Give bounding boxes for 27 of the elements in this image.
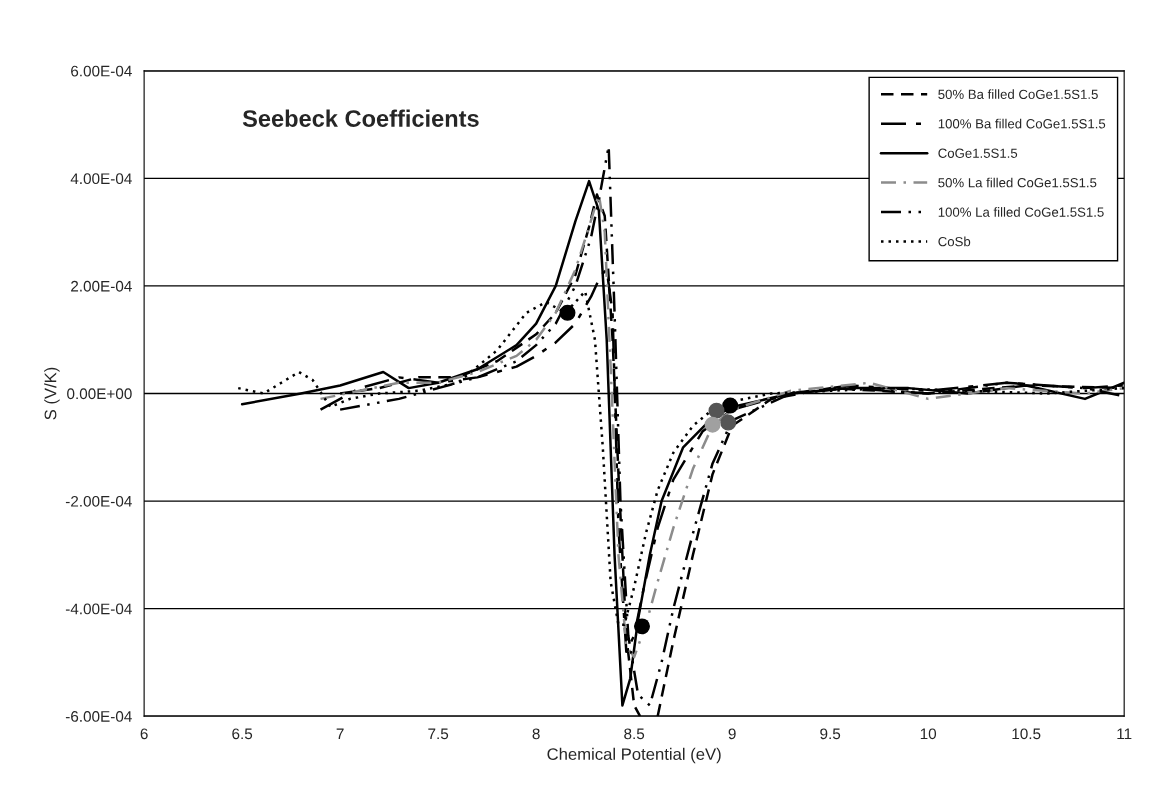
x-axis-title: Chemical Potential (eV) [547, 747, 721, 764]
x-tick-label: 9.5 [820, 728, 841, 740]
legend-label: 100% La filled CoGe1.5S1.5 [938, 207, 1104, 217]
text: Seebeck Coefficients [242, 109, 479, 127]
y-tick-label: -2.00E-04 [65, 495, 132, 507]
y-tick-label: 0.00E+00 [67, 388, 132, 400]
y-tick-label: 4.00E-04 [70, 173, 132, 185]
x-tick-label: 6.5 [232, 728, 253, 740]
y-tick-label: -4.00E-04 [65, 603, 132, 615]
x-tick-label: 8 [532, 728, 540, 740]
x-tick-label: 7.5 [428, 728, 449, 740]
x-tick-label: 10.5 [1012, 728, 1041, 740]
x-tick-label: 8.5 [624, 728, 645, 740]
x-tick-label: 7 [336, 728, 344, 740]
legend-label: 100% Ba filled CoGe1.5S1.5 [938, 118, 1106, 129]
x-tick-label: 11 [1117, 728, 1132, 740]
y-tick-label: 2.00E-04 [71, 280, 132, 292]
y-tick-label: -6.00E-04 [65, 711, 132, 722]
x-tick-label: 9 [728, 728, 736, 740]
x-tick-label: 10 [920, 728, 937, 740]
legend-label: 50% La filled CoGe1.5S1.5 [938, 177, 1097, 188]
y-axis-title: S (V/K) [44, 367, 60, 420]
legend-label: CoGe1.5S1.5 [938, 148, 1018, 158]
x-tick-label: 6 [140, 728, 148, 740]
y-tick-label: 6.00E-04 [71, 65, 132, 77]
legend-label: 50% Ba filled CoGe1.5S1.5 [938, 89, 1098, 99]
legend-label: CoSb [938, 236, 971, 247]
